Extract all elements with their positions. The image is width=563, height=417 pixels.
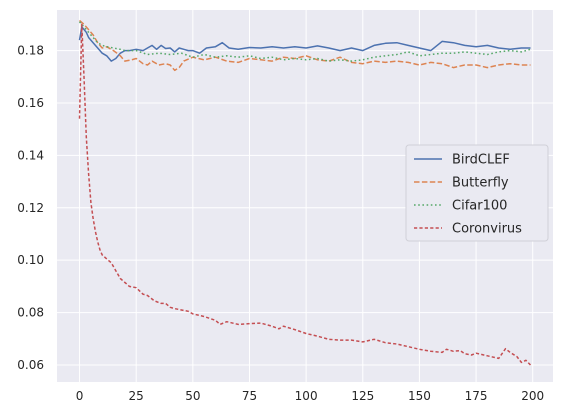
x-tick-label: 150 — [408, 389, 431, 403]
legend: BirdCLEF Butterfly Cifar100 Coronvirus — [405, 144, 549, 242]
legend-box — [405, 144, 549, 242]
y-tick-label: 0.16 — [17, 96, 44, 110]
grid-lines — [57, 10, 553, 382]
series-line-birdclef — [78, 26, 531, 62]
x-tick-label: 25 — [129, 389, 144, 403]
x-tick-label: 50 — [185, 389, 200, 403]
x-tick-label: 125 — [351, 389, 374, 403]
legend-label-birdclef: BirdCLEF — [452, 153, 510, 168]
x-tick-label: 100 — [295, 389, 318, 403]
legend-label-cifar100: Cifar100 — [452, 199, 507, 214]
x-tick-labels: 0 25 50 75 100 125 150 175 200 — [76, 389, 544, 403]
y-tick-label: 0.10 — [17, 253, 44, 267]
y-tick-label: 0.18 — [17, 44, 44, 58]
x-tick-label: 200 — [521, 389, 544, 403]
series-layer — [78, 19, 532, 366]
legend-label-coronvirus: Coronvirus — [452, 222, 522, 237]
legend-label-butterfly: Butterfly — [452, 176, 509, 191]
y-tick-label: 0.06 — [17, 358, 44, 372]
y-tick-labels: 0.06 0.08 0.10 0.12 0.14 0.16 0.18 — [17, 44, 44, 372]
series-line-butterfly — [79, 19, 531, 72]
y-tick-label: 0.12 — [17, 201, 44, 215]
series-line-coronvirus — [78, 23, 532, 366]
x-tick-label: 75 — [242, 389, 257, 403]
y-tick-label: 0.14 — [17, 148, 44, 162]
y-tick-label: 0.08 — [17, 306, 44, 320]
x-tick-label: 175 — [465, 389, 488, 403]
x-tick-label: 0 — [76, 389, 84, 403]
